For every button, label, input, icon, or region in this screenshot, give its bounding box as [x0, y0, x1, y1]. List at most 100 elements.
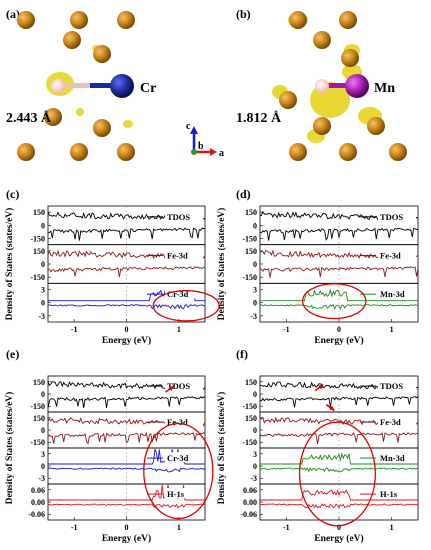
y-tick-label: 150	[33, 208, 45, 217]
y-tick-label: -150	[30, 234, 45, 243]
y-tick-label: 150	[245, 208, 257, 217]
y-tick-label: -150	[242, 402, 257, 411]
dos-curve-down	[259, 432, 419, 445]
panel-a-structure: (a) Cr 2.443 Å	[6, 7, 156, 161]
red-arrow-head	[168, 386, 174, 392]
axis-c-label: c	[186, 121, 191, 132]
y-tick-label: 0	[41, 426, 45, 435]
red-arrow-head	[318, 384, 324, 390]
y-tick-label: 150	[33, 414, 45, 423]
legend-tdos: TDOS	[380, 381, 403, 391]
x-tick-label: 1	[177, 523, 181, 532]
panel-b-structure: (b) Mn 1.812 Å	[236, 7, 407, 161]
legend-cr-3d: Cr-3d	[167, 453, 189, 463]
dos-panel-d: (d) Density of States (states/eV) 150 0 -150…	[216, 187, 419, 346]
y-tick-label: 150	[33, 247, 45, 256]
y-tick-label: -150	[242, 438, 257, 447]
legend-tdos: TDOS	[167, 381, 190, 391]
legend-bg	[378, 416, 416, 427]
dos-panel-f: (f) Density of States (states/eV) 150 0 -150…	[216, 347, 419, 544]
dos-curve-down	[259, 266, 419, 278]
x-axis-title: Energy (eV)	[314, 533, 363, 544]
legend-bg	[378, 452, 416, 463]
legend-bg	[165, 249, 203, 260]
y-axis-title: Density of States (states/eV)	[4, 208, 15, 321]
x-tick-label: 1	[177, 325, 181, 334]
hydrogen-atom-a	[51, 79, 65, 93]
y-tick-label: 0	[41, 390, 45, 399]
x-tick-label: 1	[390, 523, 394, 532]
y-tick-label: 0.06	[243, 486, 257, 495]
y-tick-label: -150	[242, 273, 257, 282]
h-mn-bond	[325, 83, 355, 88]
mn-atom	[345, 74, 369, 98]
y-tick-label: 3	[41, 450, 45, 459]
legend-bg	[165, 210, 203, 221]
panel-a-label: (a)	[6, 7, 20, 21]
legend-cr-3d: Cr-3d	[167, 289, 189, 299]
legend-bg	[165, 288, 203, 299]
dos-curve-down	[259, 227, 419, 241]
y-axis-title: Density of States (states/eV)	[216, 208, 227, 321]
legend-bg	[165, 416, 203, 427]
dos-curve-down	[47, 303, 206, 310]
x-tick-label: 0	[337, 325, 341, 334]
mn-element-label: Mn	[374, 81, 395, 96]
highlight-circle	[302, 283, 367, 320]
y-tick-label: 150	[245, 414, 257, 423]
cr-h-distance: 2.443 Å	[6, 110, 52, 126]
y-tick-label: 0.00	[31, 498, 45, 507]
dos-curve-down	[47, 431, 206, 445]
hydrogen-atom-b	[315, 79, 329, 93]
legend-bg	[378, 288, 416, 299]
y-tick-label: -150	[30, 438, 45, 447]
x-tick-label: -1	[71, 325, 78, 334]
mn-h-distance: 1.812 Å	[236, 110, 282, 126]
y-tick-label: -0.06	[240, 510, 257, 519]
panel-b-label: (b)	[236, 7, 251, 21]
y-tick-label: 0.06	[31, 486, 45, 495]
x-axis-title: Energy (eV)	[102, 533, 151, 544]
axis-b-label: b	[198, 141, 204, 152]
dos-panel-label: (f)	[236, 347, 248, 361]
legend-bg	[378, 488, 416, 499]
x-tick-label: -1	[71, 523, 78, 532]
y-tick-label: 3	[253, 286, 257, 295]
legend-bg	[378, 380, 416, 391]
cr-element-label: Cr	[140, 81, 156, 96]
legend-h-1s: H-1s	[380, 489, 398, 499]
y-tick-label: 0	[253, 462, 257, 471]
red-arrow-head	[329, 405, 335, 411]
y-tick-label: 3	[41, 286, 45, 295]
dos-panel-label: (c)	[6, 187, 19, 201]
legend-bg	[165, 488, 203, 499]
y-tick-label: 0	[41, 260, 45, 269]
legend-bg	[165, 380, 203, 391]
y-tick-label: -150	[242, 234, 257, 243]
y-tick-label: 0.00	[243, 498, 257, 507]
y-tick-label: 0	[41, 299, 45, 308]
y-tick-label: -3	[250, 312, 257, 321]
dos-curve-down	[259, 304, 419, 310]
x-tick-label: 0	[125, 325, 129, 334]
legend-fe-3d: Fe-3d	[380, 250, 401, 260]
legend-bg	[378, 210, 416, 221]
x-tick-label: 0	[337, 523, 341, 532]
y-tick-label: -3	[38, 312, 45, 321]
y-axis-title: Density of States (states/eV)	[216, 392, 227, 505]
x-axis-title: Energy (eV)	[314, 335, 363, 346]
axes-triad: c b a	[186, 121, 224, 159]
x-axis-title: Energy (eV)	[102, 335, 151, 346]
fe-atoms-a	[17, 11, 135, 161]
y-tick-label: 0	[253, 299, 257, 308]
y-tick-label: 0	[253, 221, 257, 230]
legend-mn-3d: Mn-3d	[380, 453, 405, 463]
y-tick-label: 0	[253, 390, 257, 399]
dos-panel-e: (e) Density of States (states/eV) 150 0 -150…	[4, 347, 214, 544]
highlight-circle	[298, 421, 376, 527]
y-tick-label: -0.06	[28, 510, 45, 519]
y-tick-label: 0	[41, 221, 45, 230]
legend-tdos: TDOS	[380, 212, 403, 222]
dos-curve-up	[260, 489, 418, 501]
